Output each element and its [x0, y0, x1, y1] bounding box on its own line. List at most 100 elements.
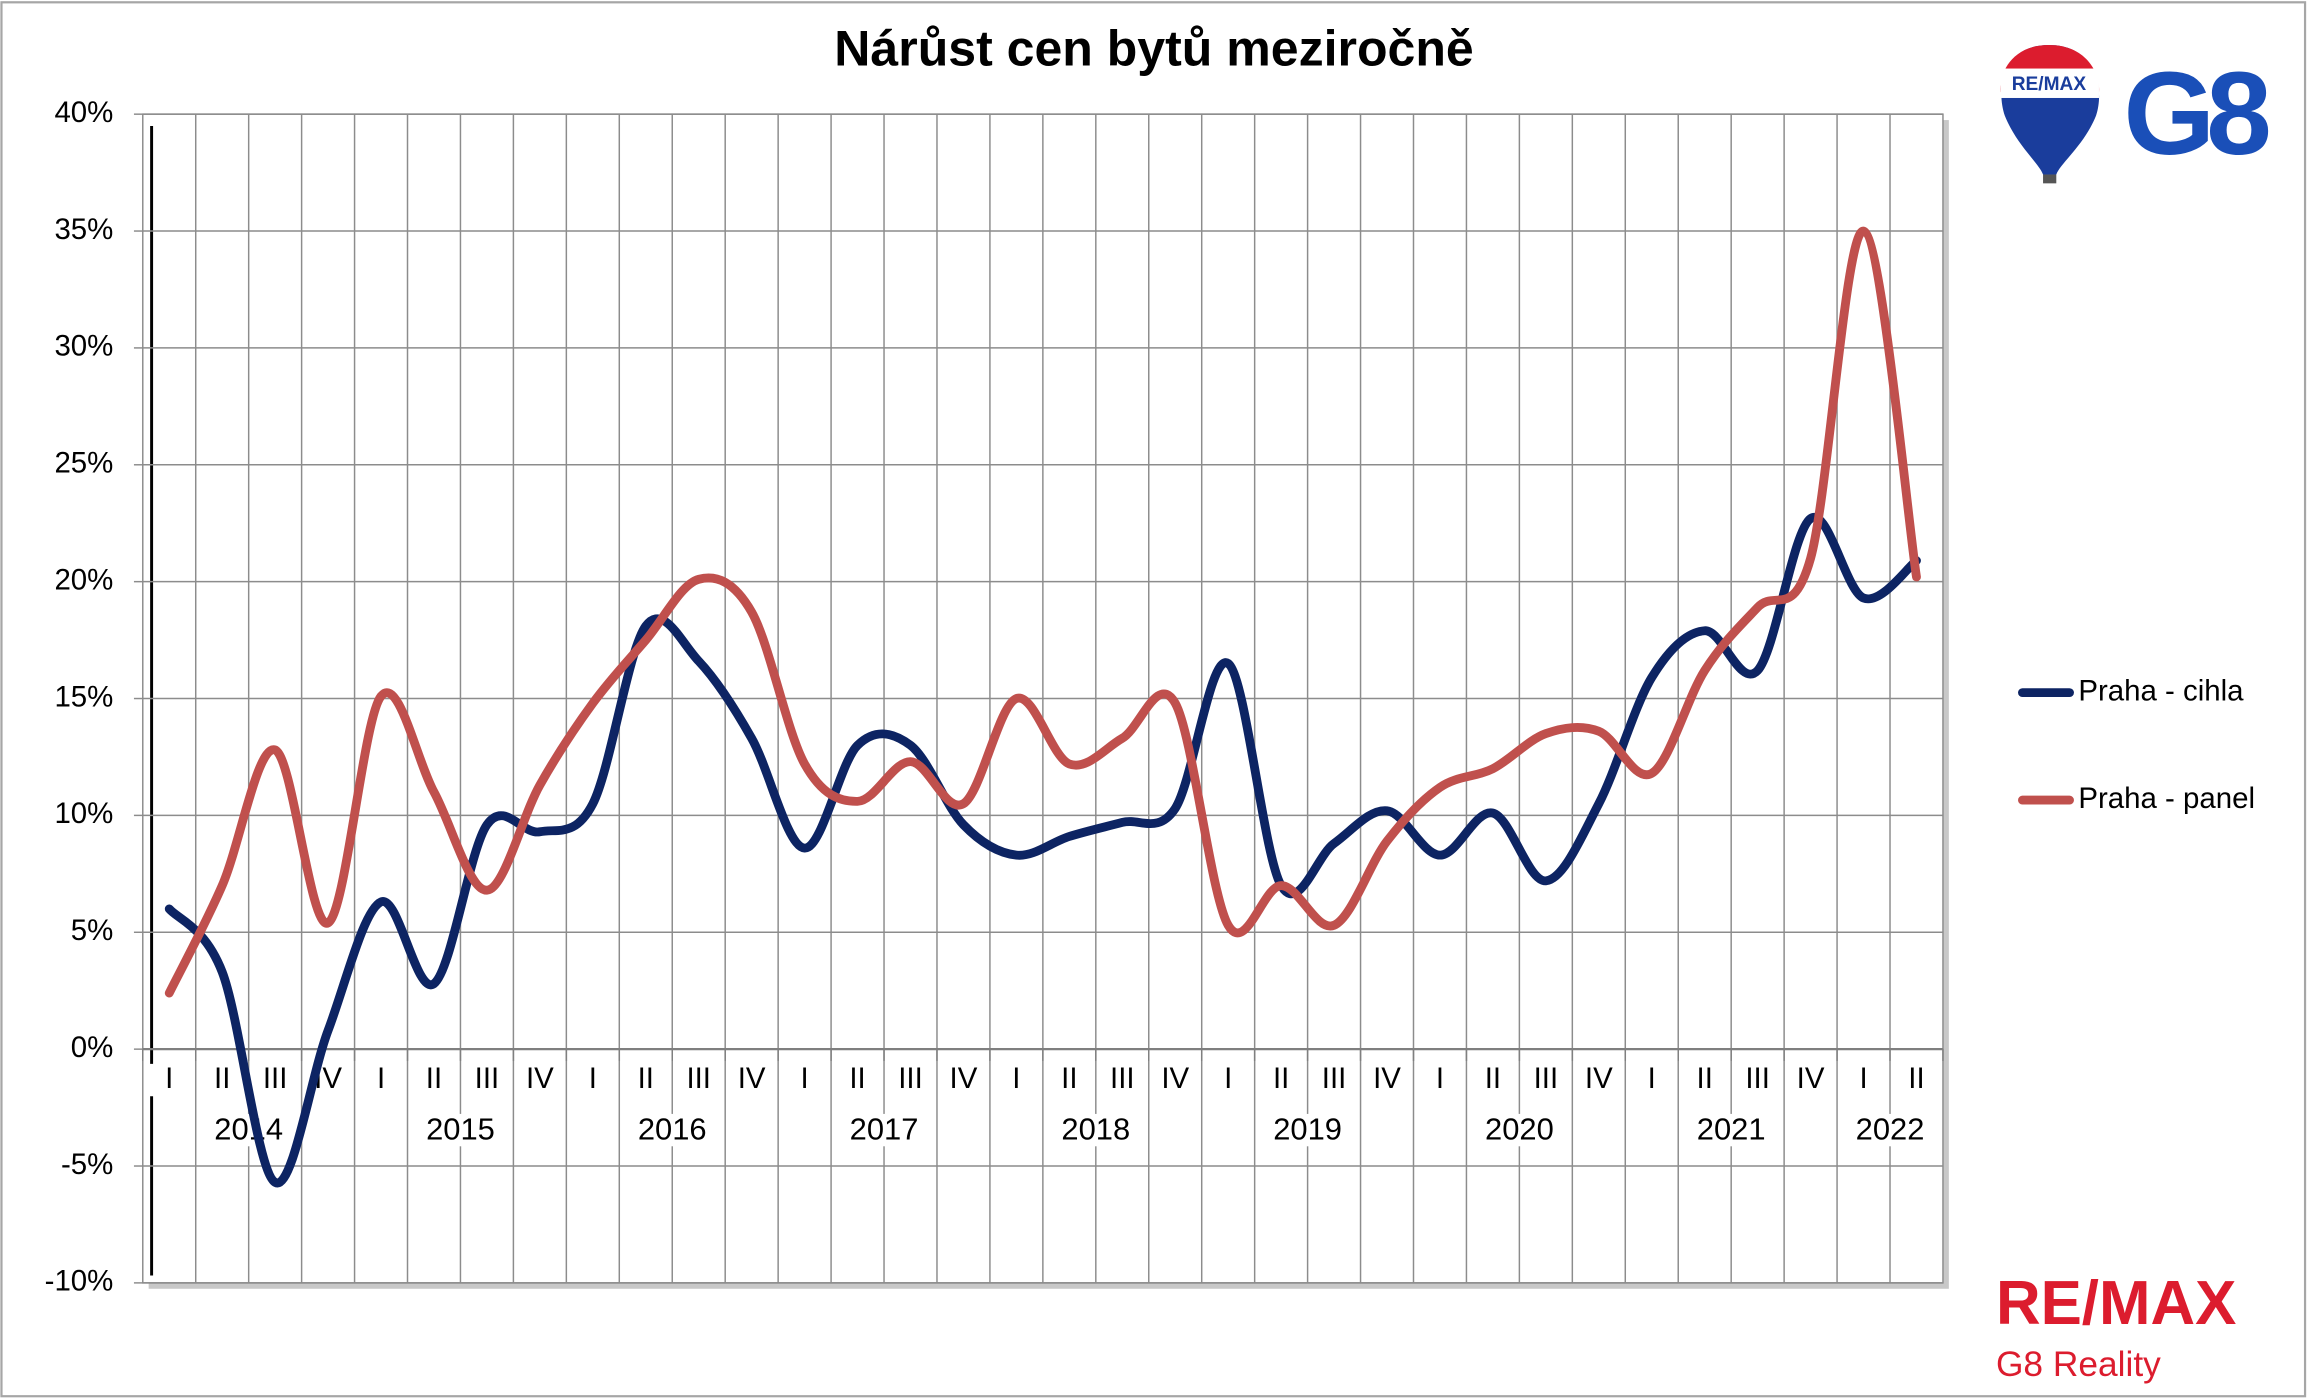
x-label-bg [147, 1063, 192, 1097]
x-label-bg [411, 1063, 457, 1097]
x-label-bg [729, 1063, 774, 1097]
year-label: 2022 [1856, 1112, 1925, 1147]
x-label-bg [358, 1063, 404, 1097]
y-tick-label: -10% [45, 1265, 114, 1298]
x-label-bg [1259, 1063, 1304, 1097]
x-tick-label: II [849, 1062, 865, 1095]
x-label-bg [464, 1063, 510, 1097]
y-tick-label: 40% [54, 96, 113, 129]
x-label-bg [1364, 1063, 1410, 1097]
x-tick-label: III [1534, 1062, 1559, 1095]
x-label-bg [517, 1063, 562, 1097]
x-tick-label: IV [738, 1062, 766, 1095]
x-tick-label: I [165, 1062, 173, 1095]
x-label-bg [1629, 1063, 1674, 1097]
x-label-bg [1417, 1063, 1463, 1097]
x-tick-label: III [686, 1062, 711, 1095]
y-tick-label: 35% [54, 213, 113, 246]
x-tick-label: II [214, 1062, 230, 1095]
x-label-bg [1576, 1063, 1621, 1097]
chart-title: Nárůst cen bytů meziročně [834, 21, 1473, 77]
x-label-bg [1153, 1063, 1198, 1097]
y-tick-label: 10% [54, 797, 113, 830]
series-line [164, 513, 1921, 1188]
year-label: 2016 [638, 1112, 707, 1147]
year-label-bg [1478, 1113, 1561, 1147]
x-label-bg [1894, 1063, 1939, 1097]
year-label: 2015 [426, 1112, 495, 1147]
series-line [164, 226, 1921, 998]
year-label: 2020 [1485, 1112, 1554, 1147]
y-tick-label: 0% [71, 1031, 114, 1064]
y-tick-label: 20% [54, 563, 113, 596]
x-tick-label: I [801, 1062, 809, 1095]
year-label: 2021 [1697, 1112, 1766, 1147]
year-label-bg [1266, 1113, 1349, 1147]
x-tick-label: III [1110, 1062, 1135, 1095]
x-label-bg [623, 1063, 668, 1097]
x-label-bg [253, 1063, 298, 1097]
year-label-bg [1848, 1113, 1932, 1147]
year-label-bg [1054, 1113, 1138, 1147]
x-tick-label: I [1859, 1062, 1867, 1095]
x-tick-label: I [1012, 1062, 1020, 1095]
x-label-bg [1788, 1063, 1833, 1097]
legend-label: Praha - cihla [2078, 674, 2244, 707]
x-tick-label: III [475, 1062, 500, 1095]
x-label-bg [941, 1063, 986, 1097]
logo-mark: G8 [2123, 47, 2268, 179]
balloon-band [2000, 68, 2099, 98]
x-tick-label: II [638, 1062, 654, 1095]
year-label-bg [207, 1113, 290, 1147]
year-label: 2018 [1061, 1112, 1130, 1147]
x-label-bg [1841, 1063, 1886, 1097]
year-label: 2014 [214, 1112, 283, 1147]
year-label-bg [1689, 1113, 1773, 1147]
x-tick-label: I [1224, 1062, 1232, 1095]
x-tick-label: I [589, 1062, 597, 1095]
x-tick-label: II [426, 1062, 442, 1095]
y-tick-label: 15% [54, 680, 113, 713]
y-tick-label: 5% [71, 914, 114, 947]
x-tick-label: II [1485, 1062, 1501, 1095]
x-label-bg [676, 1063, 721, 1097]
x-tick-label: I [377, 1062, 385, 1095]
x-tick-label: II [1908, 1062, 1924, 1095]
x-label-bg [1523, 1063, 1568, 1097]
x-tick-label: I [1436, 1062, 1444, 1095]
x-tick-label: IV [950, 1062, 978, 1095]
x-label-bg [570, 1063, 615, 1097]
x-tick-label: IV [1161, 1062, 1189, 1095]
x-tick-label: III [898, 1062, 923, 1095]
x-tick-label: III [1322, 1062, 1347, 1095]
x-tick-label: III [263, 1062, 288, 1095]
brand-subtitle: G8 Reality [1996, 1345, 2161, 1384]
x-tick-label: IV [526, 1062, 554, 1095]
x-label-bg [994, 1063, 1039, 1097]
x-tick-label: II [1273, 1062, 1289, 1095]
year-label-bg [842, 1113, 926, 1147]
y-tick-label: 25% [54, 447, 113, 480]
brand: RE/MAX [1996, 1269, 2236, 1338]
logo-top: RE/MAX G8 [2000, 44, 2277, 184]
x-label-bg [835, 1063, 880, 1097]
y-tick-label: 30% [54, 330, 113, 363]
x-tick-label: IV [1373, 1062, 1401, 1095]
x-label-bg [1047, 1063, 1092, 1097]
x-label-bg [1206, 1063, 1251, 1097]
y-tick-label: -5% [61, 1148, 113, 1181]
balloon-basket [2043, 174, 2057, 184]
x-label-bg [1735, 1063, 1780, 1097]
year-label: 2017 [850, 1112, 919, 1147]
x-label-bg [888, 1063, 933, 1097]
x-tick-label: III [1745, 1062, 1770, 1095]
x-tick-label: I [1648, 1062, 1656, 1095]
x-label-bg [782, 1063, 827, 1097]
year-label: 2019 [1273, 1112, 1342, 1147]
x-label-bg [1100, 1063, 1145, 1097]
year-label-bg [631, 1113, 714, 1147]
x-tick-label: IV [1585, 1062, 1613, 1095]
x-label-bg [1311, 1063, 1357, 1097]
